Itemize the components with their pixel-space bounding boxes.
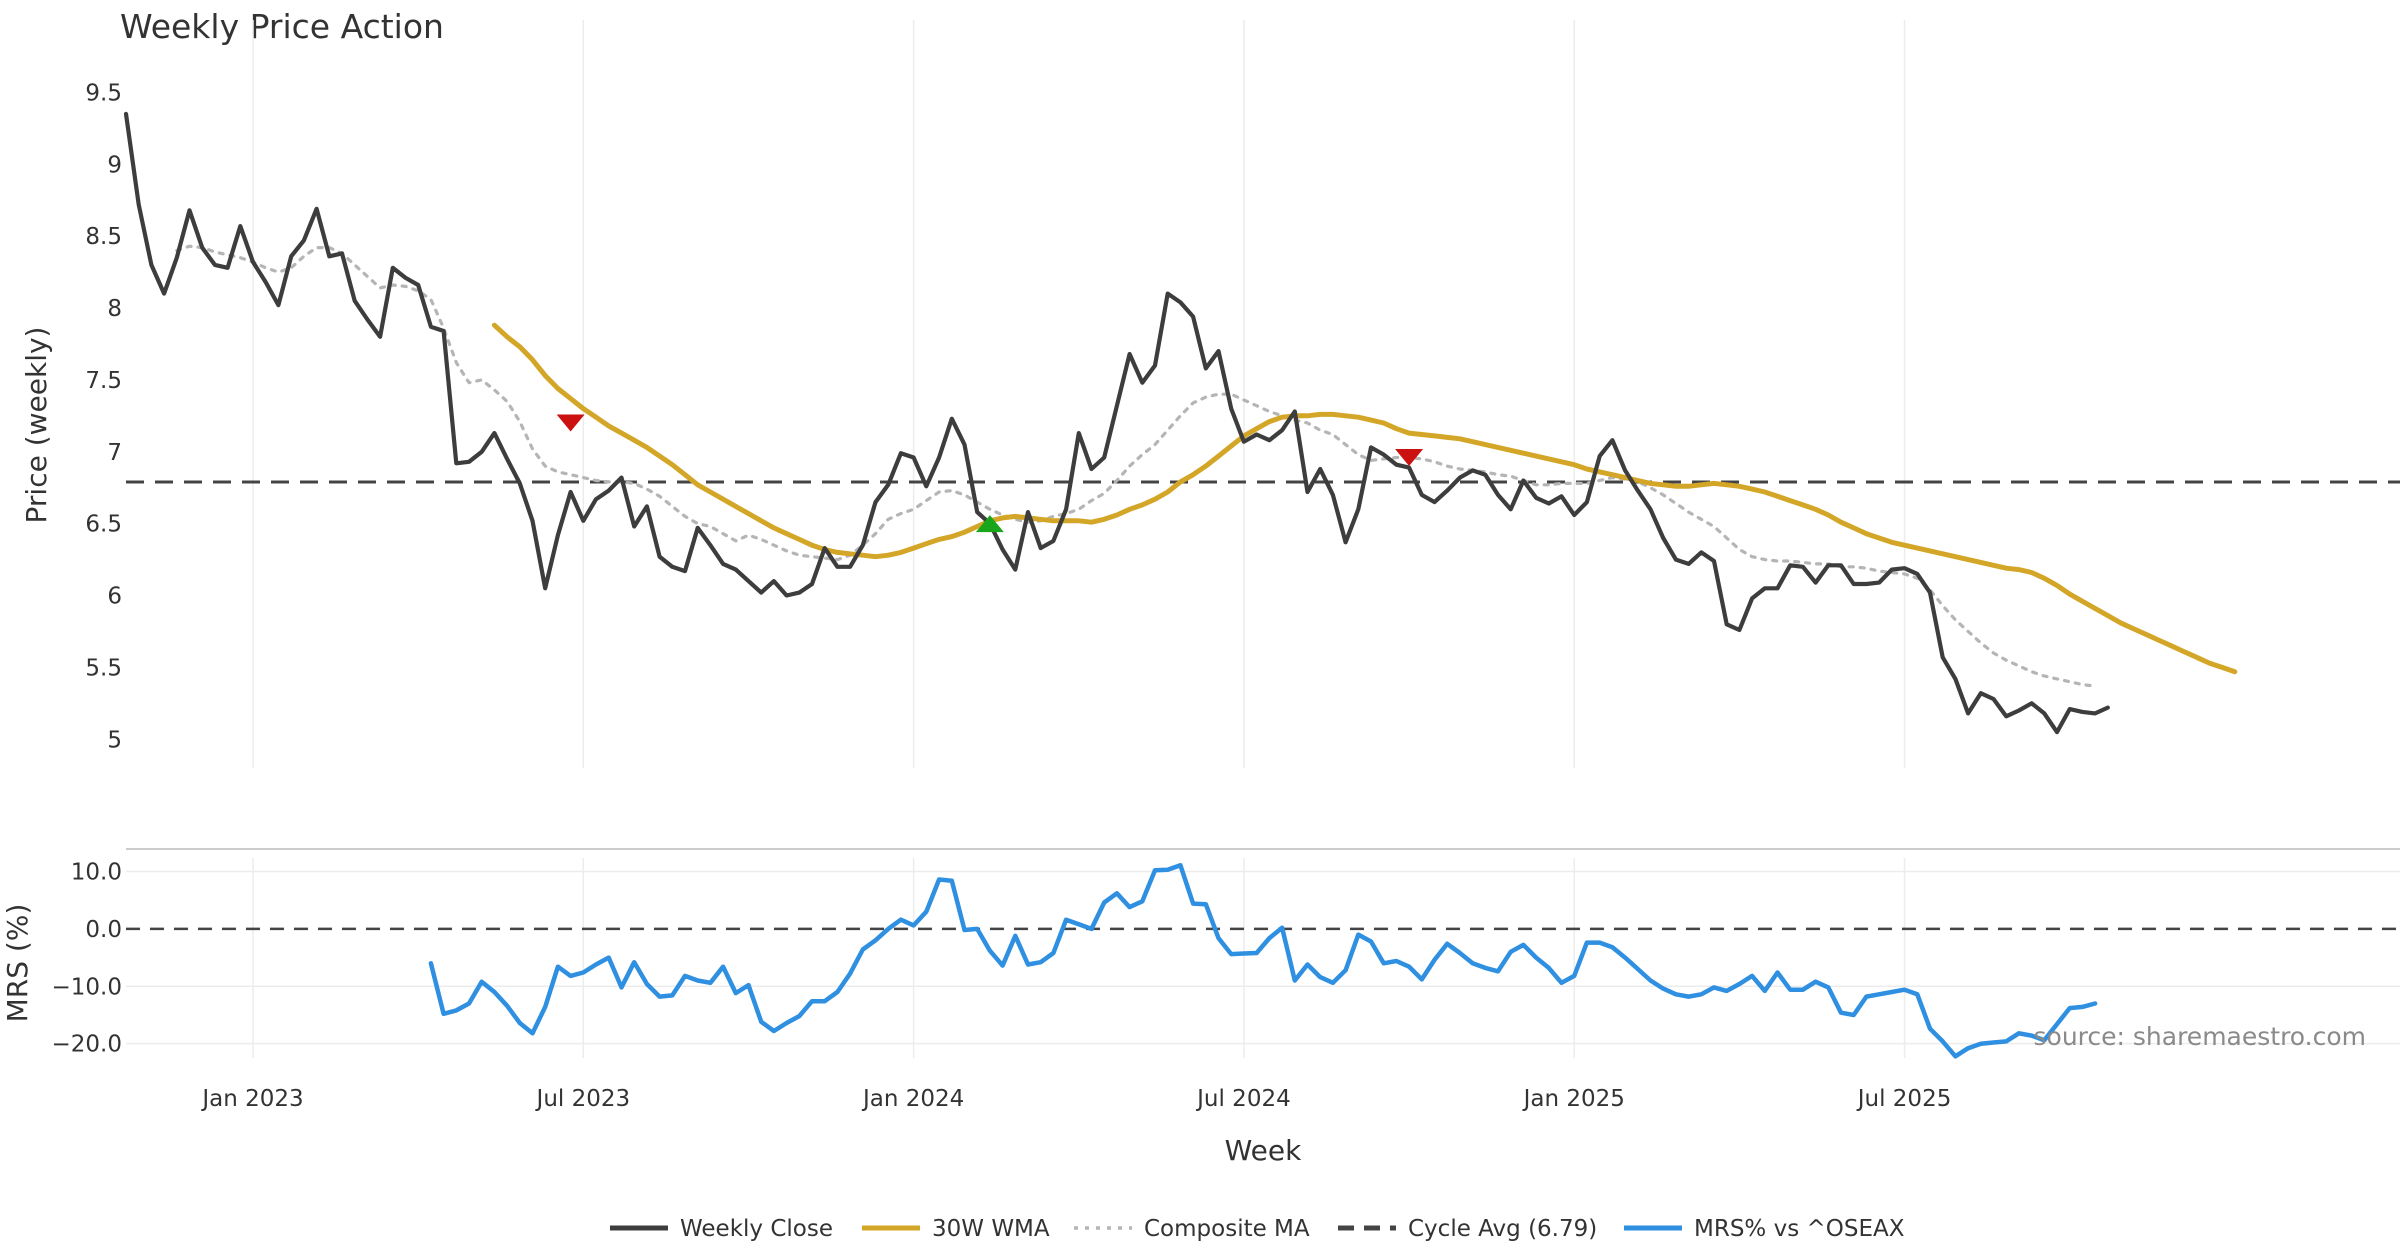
price-y-tick-labels: 5 5.5 6 6.5 7 7.5 8 8.5 9 9.5 [85,80,122,753]
source-label: source: sharemaestro.com [2034,1022,2367,1051]
price-axis-label: Price (weekly) [20,327,53,524]
mrs-y-tick-label: 0.0 [85,917,122,943]
signal-markers [556,414,1424,533]
x-tick-label: Jan 2023 [200,1086,303,1112]
mrs-y-tick-label: −20.0 [52,1032,122,1058]
x-tick-label: Jul 2025 [1856,1086,1952,1112]
price-y-tick-label: 5.5 [85,655,122,681]
price-y-tick-label: 7 [107,440,122,466]
mrs-line [428,862,2098,1059]
price-series-lines [123,111,2400,735]
price-y-tick-label: 5 [107,727,122,753]
mrs-y-tick-labels: −20.0 −10.0 0.0 10.0 [52,859,122,1057]
price-y-tick-label: 8 [107,296,122,322]
price-panel-grid [252,20,1906,768]
legend-label: 30W WMA [932,1216,1050,1242]
x-tick-label: Jan 2025 [1522,1086,1625,1112]
composite-ma-line [175,244,2097,688]
x-tick-labels: Jan 2023 Jul 2023 Jan 2024 Jul 2024 Jan 2025… [200,1086,1951,1112]
price-y-tick-label: 7.5 [85,368,122,394]
legend-label: MRS% vs ^OSEAX [1694,1216,1905,1242]
x-tick-label: Jan 2024 [861,1086,964,1112]
sell-signal-marker [1395,449,1424,466]
sell-signal-marker [556,414,585,432]
price-y-tick-label: 6 [107,584,122,610]
weekly-close-line [123,111,2110,735]
x-axis-label: Week [1225,1134,1302,1167]
30w-wma-line [491,322,2238,675]
legend-label: Cycle Avg (6.79) [1408,1216,1597,1242]
mrs-axis-label: MRS (%) [1,904,34,1023]
mrs-y-tick-label: −10.0 [52,974,122,1000]
x-tick-label: Jul 2024 [1195,1086,1291,1112]
mrs-y-tick-label: 10.0 [71,859,122,885]
chart-title: Weekly Price Action [120,7,444,46]
x-tick-label: Jul 2023 [535,1086,631,1112]
price-y-tick-label: 9.5 [85,80,122,106]
mrs-panel-grid [126,858,2400,1058]
buy-signal-marker [975,515,1004,533]
legend-label: Composite MA [1144,1216,1310,1242]
price-y-tick-label: 6.5 [85,512,122,538]
mrs-series-lines [428,862,2098,1059]
price-y-tick-label: 9 [107,152,122,178]
legend: Weekly Close 30W WMA Composite MA Cycle Avg… [610,1216,1905,1242]
legend-label: Weekly Close [680,1216,833,1242]
price-y-tick-label: 8.5 [85,224,122,250]
